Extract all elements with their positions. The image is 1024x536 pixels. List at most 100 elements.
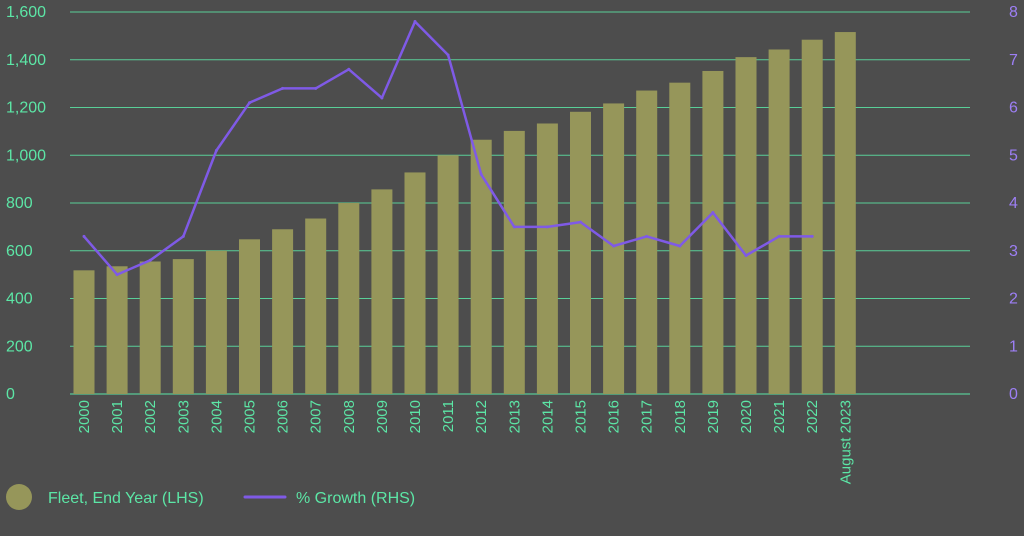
growth-point-2022 bbox=[810, 234, 814, 238]
x-tick-label: August 2023 bbox=[837, 400, 854, 484]
x-tick-label: 2007 bbox=[308, 400, 325, 433]
growth-point-2007 bbox=[314, 86, 318, 90]
x-tick-label: 2021 bbox=[771, 400, 788, 433]
bar-2019 bbox=[702, 70, 724, 394]
growth-point-2020 bbox=[744, 254, 748, 258]
growth-point-2009 bbox=[380, 96, 384, 100]
x-axis: 2000 2001 2002 2003 2004 2005 2006 2007 2008 2009… bbox=[76, 400, 854, 484]
bar-2017 bbox=[636, 90, 658, 394]
left-tick-label: 600 bbox=[6, 243, 33, 260]
right-tick-label: 3 bbox=[1009, 243, 1018, 260]
left-axis: 0 200 400 600 800 1,000 1,200 1,400 1,600 bbox=[6, 4, 46, 403]
bar-2013 bbox=[503, 130, 525, 394]
bar-august-2023 bbox=[834, 32, 856, 395]
bar-2020 bbox=[735, 57, 757, 394]
x-tick-label: 2013 bbox=[506, 400, 523, 433]
x-tick-label: 2018 bbox=[672, 400, 689, 433]
x-tick-label: 2002 bbox=[142, 400, 159, 433]
growth-point-2002 bbox=[148, 258, 152, 262]
growth-point-2015 bbox=[579, 220, 582, 224]
bar-2008 bbox=[338, 203, 360, 394]
bar-2003 bbox=[172, 259, 194, 394]
left-tick-label: 200 bbox=[6, 338, 33, 355]
growth-point-2008 bbox=[347, 67, 351, 71]
x-tick-label: 2015 bbox=[573, 400, 590, 433]
right-tick-label: 8 bbox=[1009, 4, 1018, 21]
x-tick-label: 2022 bbox=[804, 400, 821, 433]
growth-point-2013 bbox=[512, 225, 516, 229]
bar-2001 bbox=[106, 266, 128, 394]
growth-point-2011 bbox=[446, 53, 450, 57]
x-tick-label: 2016 bbox=[606, 400, 623, 433]
growth-point-2000 bbox=[82, 234, 86, 238]
left-tick-label: 800 bbox=[6, 195, 33, 212]
x-tick-label: 2011 bbox=[440, 400, 457, 432]
left-tick-label: 1,600 bbox=[6, 4, 46, 21]
x-tick-label: 2019 bbox=[705, 400, 722, 433]
bar-2000 bbox=[73, 270, 95, 394]
x-tick-label: 2006 bbox=[275, 400, 292, 433]
growth-point-2016 bbox=[612, 244, 616, 248]
x-tick-label: 2005 bbox=[242, 400, 259, 433]
right-tick-label: 6 bbox=[1009, 100, 1018, 117]
x-tick-label: 2000 bbox=[76, 400, 93, 433]
x-tick-label: 2012 bbox=[473, 400, 490, 433]
bar-2005 bbox=[239, 239, 260, 394]
bar-2018 bbox=[669, 82, 691, 395]
bar-2021 bbox=[768, 49, 790, 394]
bar-2014 bbox=[536, 123, 558, 394]
bar-series bbox=[73, 32, 856, 395]
bar-2022 bbox=[801, 39, 823, 394]
x-tick-label: 2003 bbox=[175, 400, 192, 433]
growth-point-2001 bbox=[115, 273, 119, 277]
growth-point-2003 bbox=[181, 234, 185, 238]
growth-point-2005 bbox=[248, 101, 251, 105]
growth-point-2006 bbox=[281, 86, 285, 90]
growth-point-2004 bbox=[214, 148, 218, 152]
right-tick-label: 2 bbox=[1009, 291, 1018, 308]
right-tick-label: 5 bbox=[1009, 147, 1018, 164]
x-tick-label: 2001 bbox=[109, 400, 126, 433]
growth-point-2010 bbox=[413, 20, 417, 24]
right-tick-label: 7 bbox=[1009, 52, 1018, 69]
bar-2004 bbox=[205, 250, 227, 394]
bar-2002 bbox=[139, 261, 161, 394]
left-tick-label: 1,400 bbox=[6, 52, 46, 69]
line-series bbox=[82, 20, 814, 277]
growth-point-2014 bbox=[545, 225, 549, 229]
bar-2007 bbox=[305, 218, 327, 394]
legend-growth-label: % Growth (RHS) bbox=[296, 490, 415, 507]
right-tick-label: 1 bbox=[1009, 338, 1018, 355]
right-tick-label: 0 bbox=[1009, 386, 1018, 403]
bar-2010 bbox=[404, 172, 426, 394]
x-tick-label: 2008 bbox=[341, 400, 358, 433]
bar-2009 bbox=[371, 189, 393, 394]
bar-2012 bbox=[470, 139, 492, 394]
bar-2011 bbox=[437, 155, 459, 394]
bar-2016 bbox=[603, 103, 625, 394]
x-tick-label: 2004 bbox=[208, 400, 225, 433]
left-tick-label: 1,200 bbox=[6, 100, 46, 117]
x-tick-label: 2009 bbox=[374, 400, 391, 433]
right-tick-label: 4 bbox=[1009, 195, 1018, 212]
growth-point-2017 bbox=[645, 234, 649, 238]
legend-bar-swatch bbox=[6, 484, 32, 510]
growth-point-2012 bbox=[479, 172, 483, 176]
bar-2006 bbox=[272, 229, 294, 394]
x-tick-label: 2020 bbox=[738, 400, 755, 433]
growth-point-2019 bbox=[711, 211, 715, 215]
x-tick-label: 2017 bbox=[639, 400, 656, 433]
bar-2015 bbox=[570, 111, 591, 395]
right-axis: 0 1 2 3 4 5 6 7 8 bbox=[1009, 4, 1018, 403]
x-tick-label: 2014 bbox=[539, 400, 556, 433]
legend-fleet-label: Fleet, End Year (LHS) bbox=[48, 490, 204, 507]
growth-point-2018 bbox=[678, 244, 682, 248]
left-tick-label: 400 bbox=[6, 291, 33, 308]
left-tick-label: 1,000 bbox=[6, 147, 46, 164]
legend: Fleet, End Year (LHS) % Growth (RHS) bbox=[6, 484, 415, 510]
left-tick-label: 0 bbox=[6, 386, 15, 403]
growth-point-2021 bbox=[777, 234, 781, 238]
x-tick-label: 2010 bbox=[407, 400, 424, 433]
